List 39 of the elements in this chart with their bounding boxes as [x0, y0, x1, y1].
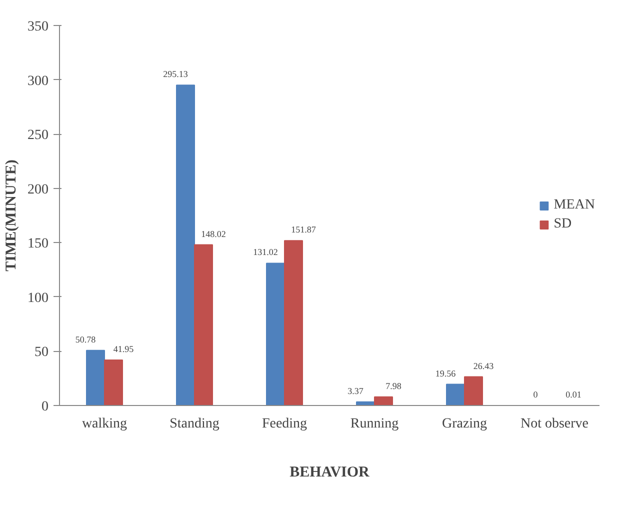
data-label: 131.02 [253, 247, 278, 258]
x-tick-label: Grazing [442, 416, 488, 432]
data-label: 295.13 [163, 69, 188, 80]
x-tick-label: Running [350, 416, 399, 432]
data-label: 0 [533, 390, 538, 400]
data-label: 0.01 [566, 389, 582, 400]
y-tick-label: 100 [28, 290, 48, 306]
data-label: 19.56 [435, 368, 456, 378]
x-tick-label: Not observe [520, 416, 589, 432]
y-tick-label: 350 [28, 20, 48, 34]
x-tick-label: Feeding [262, 416, 308, 432]
y-tick-label: 200 [28, 182, 48, 198]
y-axis-title: TIME(MINUTE) [4, 160, 20, 272]
data-label: 148.02 [201, 228, 226, 239]
bar [176, 84, 195, 406]
legend-label: MEAN [554, 198, 595, 214]
bar [464, 376, 483, 406]
bar [374, 396, 393, 406]
bar [194, 244, 213, 406]
y-tick-label: 250 [28, 128, 48, 144]
data-label: 7.98 [386, 380, 402, 391]
data-label: 50.78 [75, 334, 96, 344]
y-tick-label: 150 [28, 236, 48, 252]
bar [86, 350, 105, 406]
data-label: 41.95 [113, 344, 134, 354]
y-tick-label: 50 [34, 345, 48, 360]
x-tick-label: Standing [170, 416, 220, 432]
y-tick-label: 300 [28, 74, 48, 89]
bar [446, 384, 465, 406]
bar [284, 240, 303, 406]
x-axis-title: BEHAVIOR [290, 464, 370, 480]
bar [104, 359, 123, 406]
data-label: 26.43 [473, 360, 494, 371]
legend-label: SD [554, 216, 573, 232]
data-label: 3.37 [348, 386, 364, 396]
data-label: 151.87 [291, 224, 316, 235]
bar [266, 262, 285, 406]
x-tick-label: walking [82, 416, 128, 432]
y-tick-label: 0 [42, 400, 48, 414]
